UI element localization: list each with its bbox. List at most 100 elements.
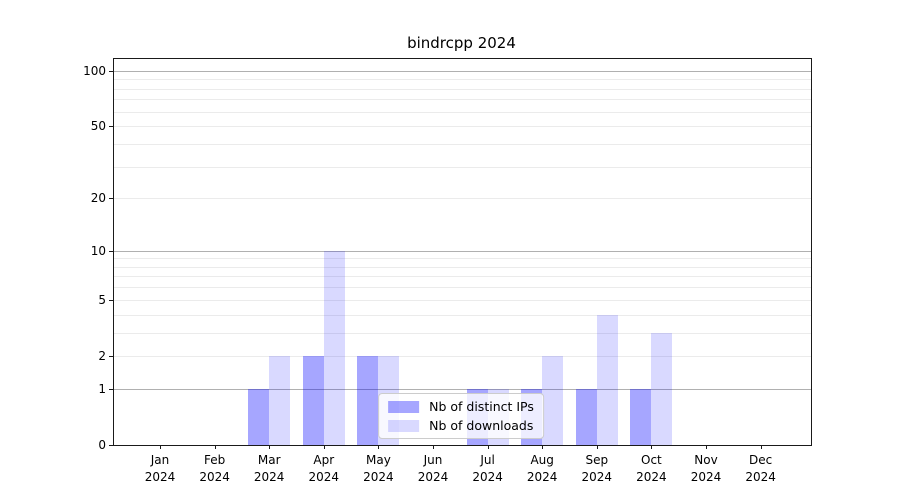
y-tick-mark-1 — [109, 388, 113, 390]
x-tick-mark-jan — [160, 445, 161, 449]
y-tick-label-2: 2 — [98, 348, 106, 363]
minor-gridline-20 — [114, 198, 811, 200]
legend: Nb of distinct IPs Nb of downloads — [378, 393, 544, 439]
x-tick-mark-aug — [542, 445, 544, 449]
minor-gridline-5 — [114, 299, 811, 301]
plot-area: 0 1 2 5 10 20 50 100 Jan 2024 Feb 2024 Mar 2024 Apr 202… — [83, 58, 812, 484]
x-tick-month: Feb — [203, 453, 226, 467]
bar-nb-of-downloads-apr — [323, 250, 345, 445]
x-tick-mark-jul — [487, 445, 489, 449]
bar-nb-of-distinct-ips-may — [357, 355, 379, 445]
x-tick-label-may: May 2024 — [346, 452, 410, 486]
major-gridline-10 — [114, 250, 811, 252]
x-tick-label-jan: Jan 2024 — [128, 452, 192, 486]
x-tick-mark-may — [378, 445, 380, 449]
legend-label: Nb of downloads — [429, 418, 534, 433]
major-gridline-100 — [114, 70, 811, 72]
y-tick-label-5: 5 — [98, 292, 106, 307]
y-tick-mark-50 — [109, 126, 113, 128]
y-tick-mark-20 — [109, 198, 113, 200]
y-tick-mark-10 — [109, 250, 113, 252]
minor-gridline-8 — [114, 266, 811, 268]
x-tick-year: 2024 — [581, 470, 613, 484]
x-tick-month: Jul — [480, 453, 495, 467]
x-tick-year: 2024 — [690, 470, 722, 484]
bar-nb-of-distinct-ips-apr — [302, 355, 324, 445]
minor-gridline-70 — [114, 99, 811, 101]
x-tick-mark-mar — [269, 445, 271, 449]
y-tick-label-1: 1 — [98, 381, 106, 396]
legend-swatch-icon — [388, 400, 420, 413]
minor-gridline-30 — [114, 166, 811, 168]
y-tick-label-100: 100 — [83, 63, 106, 78]
x-tick-month: Nov — [694, 453, 718, 467]
minor-gridline-3 — [114, 332, 811, 334]
x-tick-year: 2024 — [308, 470, 340, 484]
x-tick-mark-feb — [214, 445, 216, 449]
x-tick-mark-jun — [433, 445, 434, 449]
x-tick-month: Apr — [313, 453, 335, 467]
x-tick-month: Dec — [748, 453, 773, 467]
x-tick-label-dec: Dec 2024 — [729, 452, 793, 486]
minor-gridline-50 — [114, 126, 811, 128]
x-tick-label-apr: Apr 2024 — [292, 452, 356, 486]
x-tick-month: Mar — [257, 453, 281, 467]
x-tick-mark-dec — [760, 445, 762, 449]
y-tick-mark-100 — [109, 70, 113, 72]
x-tick-month: Oct — [641, 453, 662, 467]
bar-nb-of-distinct-ips-sep — [575, 388, 597, 445]
x-tick-label-nov: Nov 2024 — [674, 452, 738, 486]
y-tick-mark-0 — [109, 445, 113, 446]
legend-row: Nb of downloads — [388, 418, 534, 433]
minor-gridline-40 — [114, 143, 811, 145]
bar-nb-of-downloads-aug — [542, 355, 564, 445]
x-tick-mark-oct — [651, 445, 653, 449]
x-tick-mark-sep — [596, 445, 598, 449]
minor-gridline-9 — [114, 258, 811, 260]
minor-gridline-4 — [114, 314, 811, 316]
minor-gridline-80 — [114, 88, 811, 90]
bar-nb-of-downloads-oct — [651, 332, 673, 445]
x-tick-label-jul: Jul 2024 — [456, 452, 520, 486]
x-tick-mark-apr — [323, 445, 325, 449]
x-tick-year: 2024 — [199, 470, 230, 484]
minor-gridline-60 — [114, 111, 811, 113]
x-tick-month: Sep — [585, 453, 609, 467]
minor-gridline-6 — [114, 287, 811, 289]
bar-nb-of-downloads-mar — [269, 355, 291, 445]
minor-gridline-7 — [114, 276, 811, 278]
x-tick-month: May — [365, 453, 391, 467]
x-tick-month: Jun — [423, 453, 443, 467]
x-tick-label-aug: Aug 2024 — [510, 452, 574, 486]
minor-gridline-2 — [114, 355, 811, 357]
x-tick-year: 2024 — [745, 470, 776, 484]
chart-title: bindrcpp 2024 — [407, 34, 516, 52]
x-tick-label-jun: Jun 2024 — [401, 452, 465, 486]
x-tick-label-sep: Sep 2024 — [565, 452, 629, 486]
x-tick-year: 2024 — [253, 470, 285, 484]
y-tick-label-20: 20 — [90, 191, 106, 206]
major-gridline-1 — [114, 388, 811, 390]
x-tick-year: 2024 — [526, 470, 558, 484]
bar-nb-of-distinct-ips-oct — [630, 388, 652, 445]
legend-swatch-icon — [388, 419, 420, 432]
legend-label: Nb of distinct IPs — [429, 399, 534, 414]
y-tick-label-10: 10 — [90, 243, 106, 258]
x-tick-year: 2024 — [144, 470, 176, 484]
y-tick-label-0: 0 — [98, 438, 106, 452]
y-tick-mark-2 — [109, 355, 113, 357]
x-tick-month: Aug — [530, 453, 554, 467]
y-tick-label-50: 50 — [90, 119, 106, 134]
bar-nb-of-distinct-ips-mar — [248, 388, 270, 445]
x-tick-year: 2024 — [363, 470, 394, 484]
minor-gridline-90 — [114, 79, 811, 81]
x-tick-label-oct: Oct 2024 — [619, 452, 683, 486]
x-tick-year: 2024 — [417, 470, 449, 484]
x-tick-month: Jan — [150, 453, 170, 467]
x-tick-label-mar: Mar 2024 — [237, 452, 301, 486]
bar-nb-of-downloads-sep — [596, 314, 618, 445]
x-tick-year: 2024 — [472, 470, 503, 484]
legend-row: Nb of distinct IPs — [388, 399, 534, 414]
x-tick-mark-nov — [706, 445, 707, 449]
